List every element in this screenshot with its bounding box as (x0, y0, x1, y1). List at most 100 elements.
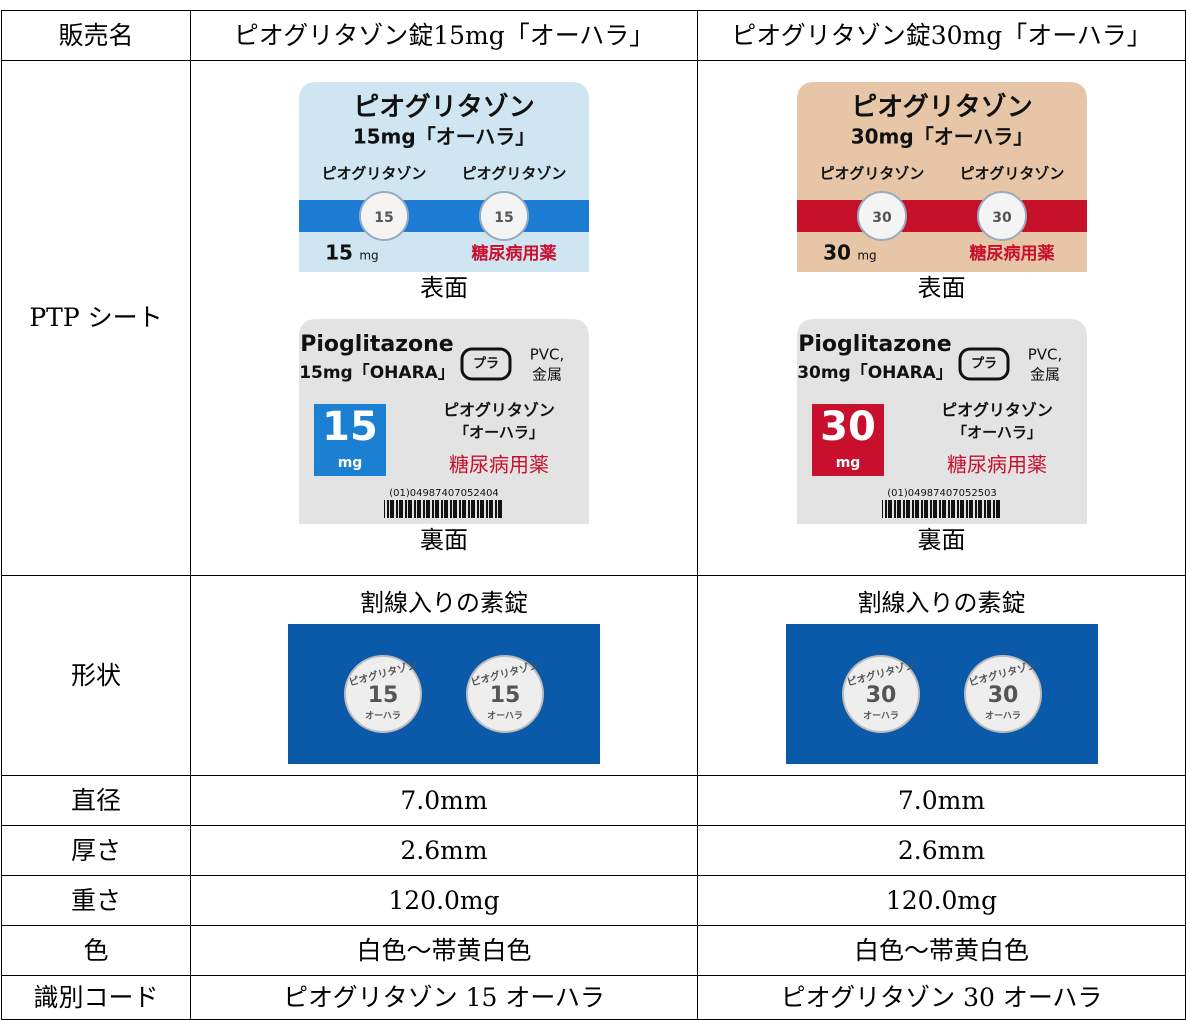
image-text: ピオグリタゾン (959, 164, 1064, 182)
barcode-bar (402, 499, 403, 518)
barcode-bar (974, 499, 977, 518)
image-text: 30 (992, 210, 1012, 226)
image-text: 15mg「オーハラ」 (353, 124, 536, 148)
spec-row: 色白色～帯黄白色 白色～帯黄白色 (1, 925, 1186, 976)
cell: 形状 (1, 575, 191, 776)
image-text: 30 (987, 683, 1018, 708)
barcode-bar (908, 499, 910, 518)
image-text: PVC, (1027, 345, 1062, 363)
barcode-bar (414, 499, 416, 518)
recycle-mark (460, 347, 512, 380)
barcode-bar (950, 499, 954, 518)
barcode-bar (435, 499, 438, 518)
barcode-bar (468, 499, 470, 518)
image-text: プラ (970, 356, 996, 371)
barcode-bar (405, 499, 407, 518)
cell: ピオグリタゾン 30 オーハラ (697, 975, 1186, 1020)
image-text: 「オーハラ」 (454, 423, 544, 441)
barcode-bar (911, 499, 914, 518)
cell: 2.6mm (190, 825, 698, 876)
dose-box (314, 403, 386, 476)
barcode-bar (926, 499, 928, 518)
barcode-bar (941, 499, 945, 518)
cell: 販売名 (1, 10, 191, 61)
barcode-bar (384, 499, 385, 518)
image-text: ピオグリタゾン (941, 400, 1053, 419)
barcode-bar (995, 499, 999, 518)
barcode-bar (393, 499, 394, 518)
cell: ピオグリタゾン錠15mg「オーハラ」 (190, 10, 698, 61)
image-text: ピオグリタゾン (353, 91, 534, 122)
image-text: (01)04987407052503 (887, 488, 997, 499)
image-text: 金属 (1029, 365, 1059, 383)
image-text: オーハラ (985, 710, 1021, 721)
barcode-bar (890, 499, 892, 518)
image-text: オーハラ (487, 710, 523, 721)
image-text: プラ (473, 356, 499, 371)
barcode-bar (495, 499, 497, 518)
barcode-bar (902, 499, 905, 518)
cell: 直径 (1, 775, 191, 826)
barcode-bar (501, 499, 502, 518)
barcode-bar (989, 499, 991, 518)
image-text: Pioglitazone (798, 332, 951, 357)
description: 割線入りの素錠 (857, 589, 1026, 618)
barcode-bar (480, 499, 483, 518)
barcode-bar (387, 499, 389, 518)
tablet (479, 190, 529, 241)
barcode-bar (459, 499, 461, 518)
barcode-bar (486, 499, 488, 518)
image-text: 15 (368, 683, 399, 708)
cell: 識別コード (1, 975, 191, 1020)
spec-row: 厚さ 2.6mm 2.6mm (1, 825, 1186, 876)
barcode-bar (923, 499, 927, 518)
barcode-bar (462, 499, 465, 518)
recycle-mark (958, 347, 1009, 380)
cell: ピオグリタゾン 15mg「オーハラ」 ピオグリタゾン ピオグリタゾン 15 15 15 mg 糖… (190, 60, 698, 576)
barcode-bar (965, 499, 968, 518)
barcode-bar (980, 499, 982, 518)
caption: 裏面 (917, 525, 966, 554)
barcode-bar (390, 499, 393, 518)
barcode-bar (453, 499, 456, 518)
barcode-bar (447, 499, 448, 518)
image-text: 30 (865, 683, 896, 708)
tablet (359, 190, 409, 241)
ptp-row: PTP シート ピオグリタゾン 15mg「オーハラ」 ピオグリタゾン ピオグリタゾン 15… (1, 60, 1186, 576)
dose-box (811, 403, 884, 476)
barcode-bar (887, 499, 891, 518)
image-text: PVC, (530, 345, 565, 363)
barcode-bar (438, 499, 439, 518)
cell: 7.0mm (190, 775, 698, 826)
table-body: 販売名 ピオグリタゾン錠15mg「オーハラ」 ピオグリタゾン錠30mg「オーハラ」 P… (1, 10, 1186, 1020)
barcode-bar (399, 499, 402, 518)
barcode-bar (492, 499, 493, 518)
barcode-bar (884, 499, 887, 518)
barcode-bar (429, 499, 430, 518)
spec-table: 販売名 ピオグリタゾン錠15mg「オーハラ」 ピオグリタゾン錠30mg「オーハラ」 P… (1, 10, 1186, 1020)
cell: ピオグリタゾン 30mg「オーハラ」 ピオグリタゾン ピオグリタゾン 30 30 30 mg 糖… (697, 60, 1186, 576)
cell: 120.0mg (697, 875, 1186, 926)
barcode-bar (477, 499, 479, 518)
barcode-bar (441, 499, 443, 518)
cell: 7.0mm (697, 775, 1186, 826)
image-text: ピオグリタゾン (851, 91, 1032, 122)
image-text: mg (359, 248, 378, 262)
barcode-bar (935, 499, 937, 518)
image-text: 金属 (532, 365, 562, 383)
tablet (841, 654, 920, 733)
tablet (856, 190, 907, 241)
background (288, 623, 600, 764)
caption: 表面 (420, 273, 468, 302)
image-text: 糖尿病用薬 (969, 243, 1054, 264)
ptp-back-image: Pioglitazone 15mg「OHARA」 プラ PVC, 金属 15 mg ピオグリタ… (299, 318, 589, 524)
ptp-back-image: Pioglitazone 30mg「OHARA」 プラ PVC, 金属 30 mg ピオグリタ… (796, 318, 1087, 524)
image-text: 糖尿病用薬 (472, 243, 557, 264)
tablet (963, 654, 1042, 733)
image-text: ピオグリタゾン (462, 164, 567, 182)
tablet (466, 654, 544, 733)
cell: ピオグリタゾン 15 オーハラ (190, 975, 698, 1020)
